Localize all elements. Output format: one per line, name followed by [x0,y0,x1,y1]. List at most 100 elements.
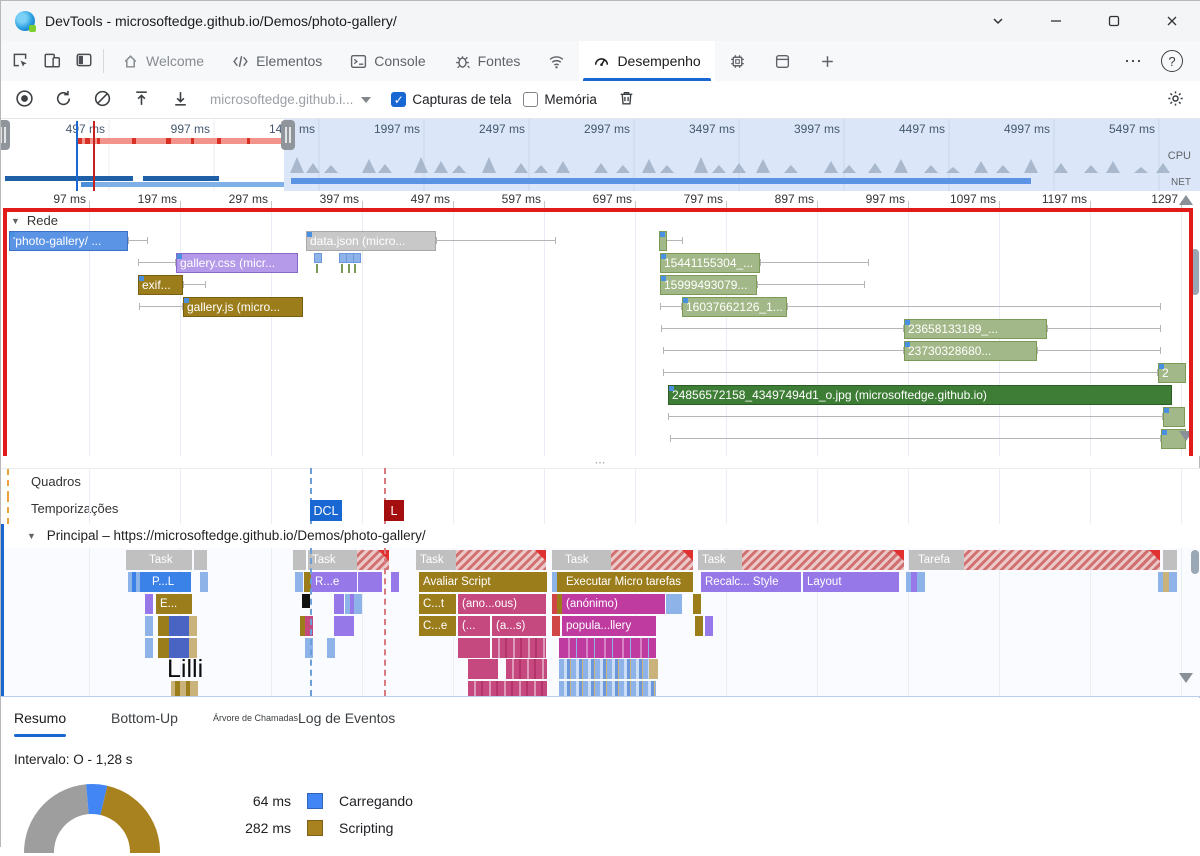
flame-bar[interactable] [559,681,656,696]
load-profile-button[interactable] [132,89,151,111]
flame-bar[interactable] [169,638,189,658]
flame-bar[interactable]: C...t [419,594,456,614]
reload-and-record-button[interactable] [54,89,73,111]
flame-bar[interactable]: (ano...ous) [458,594,546,614]
flame-bar[interactable] [911,572,919,592]
flame-bar[interactable] [327,638,335,658]
network-request-bar[interactable] [353,253,361,263]
flame-bar[interactable] [145,594,153,614]
flame-bar[interactable] [145,638,153,658]
flame-bar[interactable] [140,572,148,592]
flame-bar[interactable] [354,594,362,614]
flame-bar[interactable] [302,594,310,608]
flame-bar[interactable] [917,572,925,592]
flame-bar[interactable] [345,594,353,614]
flame-bar[interactable]: Recalc... Style [701,572,801,592]
flame-bar[interactable] [304,572,312,592]
main-thread-header[interactable]: ▼ Principal – https://microsoftedge.gith… [1,524,1200,548]
flame-bar[interactable] [456,550,546,570]
flame-bar[interactable] [666,594,682,614]
pane-splitter-handle[interactable]: ⋯ [594,456,608,469]
garbage-collect-icon[interactable] [617,89,636,111]
tab-bottom-up[interactable]: Bottom-Up [111,709,178,726]
flame-bar[interactable]: popula...llery [562,616,656,636]
flame-bar[interactable]: E... [156,594,192,614]
flame-bar[interactable] [138,550,146,570]
flame-bar[interactable] [1169,550,1177,570]
profile-select[interactable]: microsoftedge.github.i... [210,92,372,107]
flame-bar[interactable] [391,572,399,592]
scroll-down-icon[interactable] [1179,673,1193,683]
flame-bar[interactable] [559,638,656,658]
flame-bar[interactable] [298,550,306,570]
flame-bar[interactable]: Task [308,550,357,570]
tab--rvore-de-chamadas[interactable]: Árvore de Chamadas [213,712,299,723]
flame-bar[interactable] [909,550,917,570]
flame-bar[interactable] [190,681,198,696]
flame-bar[interactable] [649,659,658,679]
flame-bar[interactable] [300,616,308,636]
flame-bar[interactable]: Tarefa [914,550,964,570]
flame-bar[interactable] [705,616,713,636]
network-request-bar[interactable]: gallery.js (micro... [183,297,303,317]
frames-track[interactable]: Quadros [1,468,1200,498]
flame-bar[interactable] [611,550,693,570]
flame-bar[interactable] [964,550,1160,570]
flame-bar[interactable] [906,572,914,592]
save-profile-button[interactable] [171,89,190,111]
flame-scrollbar[interactable] [1191,550,1199,574]
help-icon[interactable]: ? [1161,50,1183,72]
flame-bar[interactable] [492,638,546,658]
flame-bar[interactable] [693,594,701,614]
load-marker-badge[interactable]: L [384,500,404,521]
network-request-bar[interactable]: exif... [138,275,183,295]
network-request-bar[interactable]: 15999493079... [660,275,757,295]
memory-checkbox[interactable]: Memória [523,92,597,107]
flame-bar[interactable]: (... [458,616,490,636]
network-request-bar[interactable]: gallery.css (micr... [176,253,298,273]
more-options-icon[interactable]: ⋯ [1124,50,1143,71]
flame-bar[interactable] [334,594,344,614]
tab-elements[interactable]: Elementos [218,41,336,81]
flame-bar[interactable] [189,638,197,658]
tab-memory[interactable] [715,41,760,81]
flame-bar[interactable] [742,550,904,570]
flame-bar[interactable] [557,594,565,614]
network-request-bar[interactable] [659,231,667,251]
tab-more-tabs[interactable] [805,41,850,81]
timings-track[interactable]: Temporizações DCL L [1,496,1200,525]
flame-bar[interactable] [695,616,703,636]
device-emulation-icon[interactable] [43,51,61,72]
record-button[interactable] [15,89,34,111]
flame-bar[interactable] [158,616,169,636]
flame-bar[interactable]: R...e [311,572,357,592]
flame-bar[interactable] [552,616,560,636]
flame-bar[interactable] [506,659,547,679]
flame-bar[interactable]: Task [561,550,611,570]
flame-bar[interactable] [468,659,498,679]
flame-bar[interactable] [1163,550,1171,570]
network-request-bar[interactable] [1163,407,1185,427]
flame-bar[interactable] [200,572,208,592]
flame-bar[interactable]: P...L [148,572,191,592]
network-request-bar[interactable] [314,253,322,263]
flame-bar[interactable] [1163,572,1171,592]
network-request-bar[interactable]: 23658133189_... [904,319,1047,339]
flame-bar[interactable] [199,550,207,570]
flame-bar[interactable] [175,681,183,696]
scroll-up-icon[interactable] [1179,195,1193,205]
flame-bar[interactable] [169,616,189,636]
network-section-header[interactable]: ▼ Rede [11,213,58,228]
flame-bar[interactable] [357,550,389,570]
minimize-button[interactable] [1027,1,1085,41]
screenshots-checkbox[interactable]: ✓ Capturas de tela [391,92,511,107]
flame-bar[interactable] [1169,572,1177,592]
main-thread-flame-chart[interactable]: Task P...L E... Task R...e Task Avaliar Script… [1,548,1200,697]
flame-bar[interactable] [180,681,188,696]
network-request-bar[interactable]: 15441155304_... [660,253,760,273]
flame-bar[interactable]: Layout [803,572,899,592]
dock-side-icon[interactable] [75,51,93,72]
flame-bar[interactable]: (anónimo) [562,594,665,614]
flame-bar[interactable] [468,681,547,696]
